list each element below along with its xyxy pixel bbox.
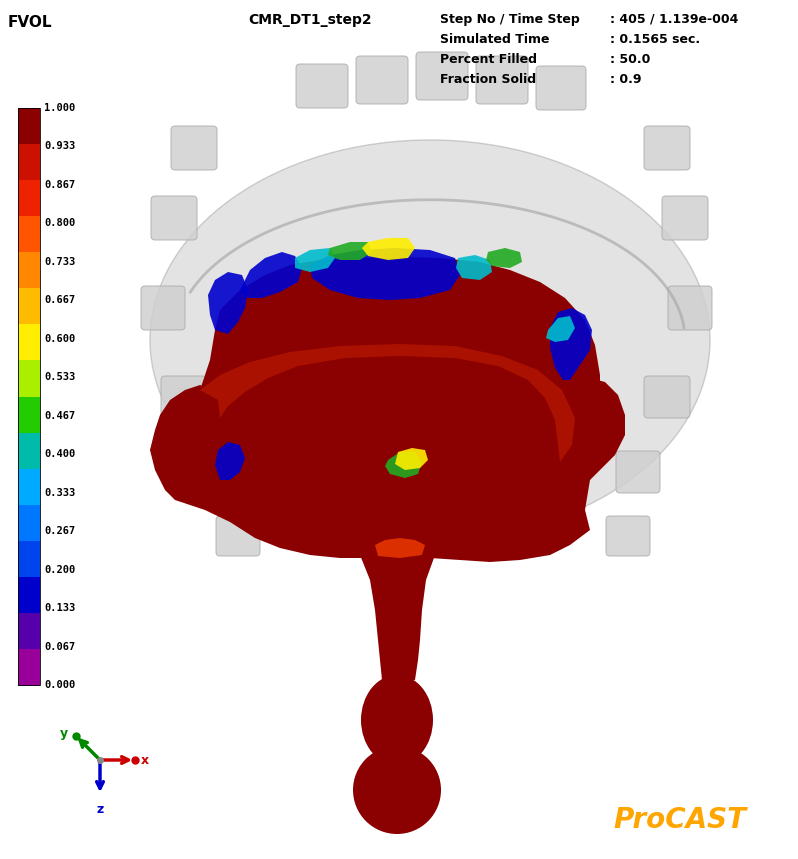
Circle shape xyxy=(353,746,441,834)
Polygon shape xyxy=(546,316,575,342)
Ellipse shape xyxy=(150,140,710,540)
Text: 0.800: 0.800 xyxy=(44,218,75,228)
Polygon shape xyxy=(395,448,428,470)
Bar xyxy=(18,433,40,469)
FancyBboxPatch shape xyxy=(151,196,197,240)
Text: 0.267: 0.267 xyxy=(44,526,75,536)
Polygon shape xyxy=(456,255,492,280)
Text: 0.200: 0.200 xyxy=(44,564,75,575)
Bar xyxy=(18,180,40,216)
Polygon shape xyxy=(310,248,460,300)
Text: 0.667: 0.667 xyxy=(44,295,75,305)
Text: 0.933: 0.933 xyxy=(44,142,75,151)
Text: CMR_DT1_step2: CMR_DT1_step2 xyxy=(248,13,372,27)
Text: FVOL: FVOL xyxy=(8,15,53,30)
Text: 0.867: 0.867 xyxy=(44,180,75,190)
Text: 0.067: 0.067 xyxy=(44,642,75,651)
Bar xyxy=(18,253,40,289)
FancyBboxPatch shape xyxy=(536,66,586,110)
Bar xyxy=(18,108,40,144)
Polygon shape xyxy=(360,555,435,680)
Text: : 405 / 1.139e-004: : 405 / 1.139e-004 xyxy=(610,13,738,26)
Polygon shape xyxy=(328,242,372,260)
FancyBboxPatch shape xyxy=(161,376,207,418)
Text: ProCAST: ProCAST xyxy=(614,806,746,834)
FancyBboxPatch shape xyxy=(662,196,708,240)
FancyBboxPatch shape xyxy=(186,456,232,498)
Text: y: y xyxy=(59,727,68,740)
Bar xyxy=(18,325,40,361)
Polygon shape xyxy=(240,252,302,298)
Polygon shape xyxy=(150,385,220,500)
Bar xyxy=(18,649,40,685)
FancyBboxPatch shape xyxy=(644,376,690,418)
FancyBboxPatch shape xyxy=(141,286,185,330)
Polygon shape xyxy=(170,257,600,562)
Text: 0.000: 0.000 xyxy=(44,680,75,690)
Text: Simulated Time: Simulated Time xyxy=(440,33,550,46)
Bar xyxy=(18,108,40,685)
FancyBboxPatch shape xyxy=(606,516,650,556)
FancyBboxPatch shape xyxy=(296,64,348,108)
Bar xyxy=(18,361,40,397)
Bar xyxy=(18,505,40,541)
FancyBboxPatch shape xyxy=(644,126,690,170)
Bar xyxy=(18,576,40,613)
Bar xyxy=(18,612,40,649)
Polygon shape xyxy=(550,308,592,380)
Text: 0.733: 0.733 xyxy=(44,257,75,267)
Text: 0.133: 0.133 xyxy=(44,603,75,613)
Text: Step No / Time Step: Step No / Time Step xyxy=(440,13,580,26)
Text: 0.467: 0.467 xyxy=(44,411,75,421)
Text: : 0.1565 sec.: : 0.1565 sec. xyxy=(610,33,700,46)
Polygon shape xyxy=(208,272,248,334)
FancyBboxPatch shape xyxy=(216,516,260,556)
FancyBboxPatch shape xyxy=(356,56,408,104)
Ellipse shape xyxy=(361,675,433,765)
Bar xyxy=(18,216,40,253)
FancyBboxPatch shape xyxy=(416,52,468,100)
Text: : 50.0: : 50.0 xyxy=(610,53,650,66)
Polygon shape xyxy=(565,378,625,480)
Text: 0.400: 0.400 xyxy=(44,449,75,460)
Text: 0.600: 0.600 xyxy=(44,334,75,344)
Bar xyxy=(18,397,40,433)
Bar xyxy=(18,289,40,325)
FancyBboxPatch shape xyxy=(668,286,712,330)
Polygon shape xyxy=(295,248,335,272)
FancyBboxPatch shape xyxy=(171,126,217,170)
Bar xyxy=(18,469,40,505)
Text: Fraction Solid: Fraction Solid xyxy=(440,73,536,86)
Text: z: z xyxy=(97,803,104,816)
Bar xyxy=(18,144,40,180)
FancyBboxPatch shape xyxy=(476,56,528,104)
Polygon shape xyxy=(215,442,245,480)
Polygon shape xyxy=(385,452,422,478)
Text: 1.000: 1.000 xyxy=(44,103,75,113)
Text: 0.533: 0.533 xyxy=(44,372,75,382)
Polygon shape xyxy=(362,238,415,260)
Text: Percent Filled: Percent Filled xyxy=(440,53,537,66)
Bar xyxy=(18,541,40,577)
FancyBboxPatch shape xyxy=(616,451,660,493)
Text: : 0.9: : 0.9 xyxy=(610,73,642,86)
Polygon shape xyxy=(200,344,575,462)
Polygon shape xyxy=(486,248,522,268)
Text: x: x xyxy=(141,753,149,766)
Polygon shape xyxy=(375,538,425,558)
Text: 0.333: 0.333 xyxy=(44,488,75,497)
